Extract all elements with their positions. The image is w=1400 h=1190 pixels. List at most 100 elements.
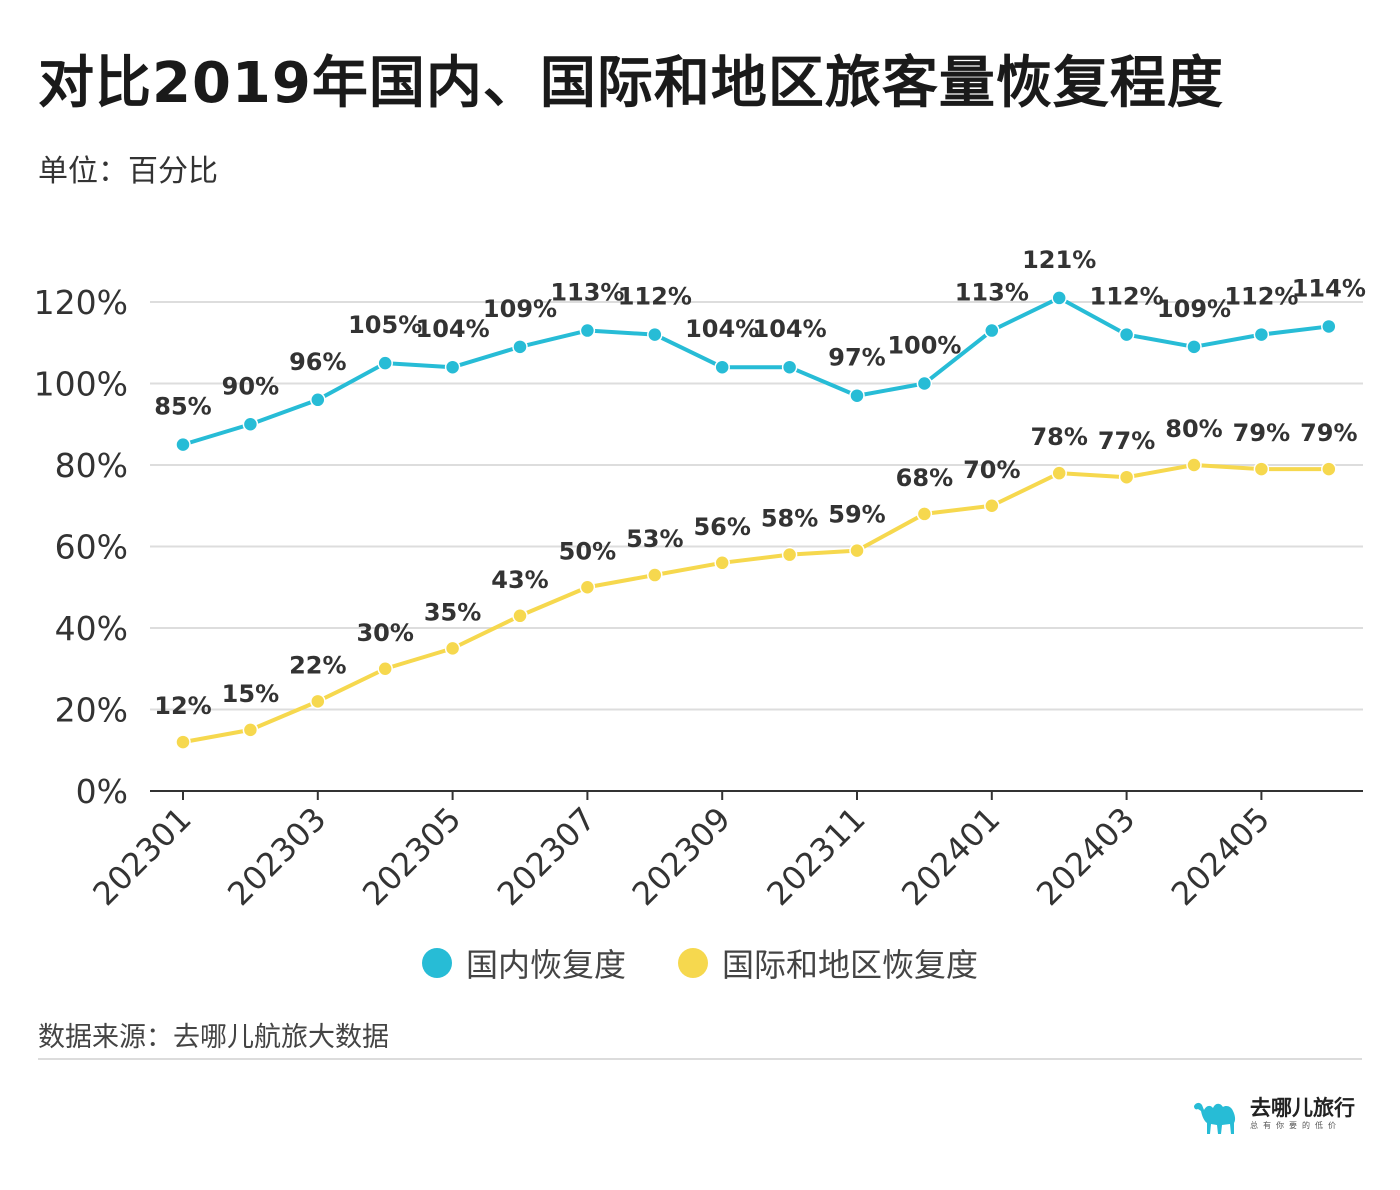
data-point [916, 506, 933, 522]
y-tick-label: 0% [76, 772, 128, 811]
data-label: 70% [963, 456, 1020, 484]
legend-item-domestic: 国内恢复度 [421, 940, 626, 986]
data-label: 22% [289, 651, 346, 679]
data-point [984, 498, 1000, 514]
data-point [781, 546, 798, 563]
data-point [579, 579, 596, 595]
data-point [377, 355, 393, 371]
legend-dot-international [678, 948, 708, 978]
data-point [175, 436, 191, 453]
data-label: 121% [1022, 246, 1096, 274]
brand-logo: 去哪儿旅行 总有你要的低价 [1192, 1096, 1355, 1136]
data-label: 112% [1224, 283, 1298, 311]
data-label: 58% [761, 505, 818, 533]
brand-slogan: 总有你要的低价 [1250, 1121, 1341, 1130]
data-label: 79% [1233, 419, 1290, 447]
legend: 国内恢复度 国际和地区恢复度 [0, 940, 1400, 986]
data-point [1253, 461, 1270, 477]
series-line-0 [182, 295, 1330, 447]
data-label: 12% [154, 692, 211, 720]
data-label: 109% [483, 295, 557, 323]
data-point [849, 542, 865, 559]
x-tick-label: 202311 [759, 800, 872, 913]
x-tick-label: 202305 [355, 800, 468, 913]
data-label: 78% [1030, 423, 1087, 451]
data-label: 96% [289, 348, 346, 376]
legend-item-international: 国际和地区恢复度 [678, 940, 978, 986]
divider [38, 1058, 1362, 1060]
data-label: 59% [828, 501, 885, 529]
data-point [1253, 326, 1270, 343]
y-axis-ticks: 0% 20% 40% 60% 80% 100% 120% [34, 283, 128, 811]
y-tick-label: 40% [55, 609, 128, 648]
series-line-1 [182, 463, 1329, 745]
data-label: 15% [222, 680, 279, 708]
data-point [444, 640, 461, 657]
data-point [647, 567, 663, 583]
data-label: 85% [154, 393, 211, 421]
data-point [916, 375, 933, 392]
data-label: 53% [626, 525, 683, 553]
data-point [175, 734, 191, 750]
brand-name: 去哪儿旅行 [1250, 1096, 1355, 1120]
data-point [1321, 318, 1337, 335]
data-label: 68% [896, 464, 953, 492]
data-point [310, 693, 326, 710]
data-point [1186, 339, 1202, 355]
data-labels: 85%90%96%105%104%109%113%112%104%104%97%… [154, 246, 1366, 720]
y-tick-label: 60% [55, 528, 128, 567]
data-point [849, 387, 865, 404]
data-label: 56% [693, 513, 750, 541]
data-label: 114% [1292, 274, 1366, 302]
data-label: 80% [1165, 415, 1222, 443]
data-label: 50% [559, 537, 616, 565]
legend-label-international: 国际和地区恢复度 [722, 946, 979, 984]
data-label: 79% [1300, 419, 1357, 447]
data-label: 112% [1090, 283, 1164, 311]
data-point [1051, 465, 1067, 481]
data-point [714, 359, 730, 375]
data-label: 113% [955, 279, 1029, 307]
data-point [444, 359, 461, 375]
data-point [1186, 457, 1202, 473]
x-tick-label: 202401 [894, 800, 1007, 913]
data-label: 100% [887, 332, 961, 360]
y-tick-label: 120% [34, 283, 128, 322]
data-label: 97% [828, 344, 885, 372]
data-point [377, 661, 393, 677]
data-point [781, 359, 798, 375]
data-point [1118, 326, 1135, 343]
x-tick-label: 202405 [1164, 800, 1277, 913]
data-point [1321, 461, 1337, 477]
data-label: 109% [1157, 295, 1231, 323]
y-tick-label: 20% [55, 691, 128, 730]
data-label: 104% [753, 315, 827, 343]
data-label: 77% [1098, 427, 1155, 455]
gridlines [150, 301, 1363, 711]
data-point [714, 555, 730, 571]
data-point [984, 322, 1000, 339]
data-point [647, 326, 663, 343]
x-tick-label: 202307 [490, 800, 603, 913]
x-tick-label: 202301 [85, 800, 198, 913]
data-point [242, 416, 259, 432]
data-label: 105% [348, 311, 422, 339]
x-tick-label: 202303 [220, 800, 333, 913]
series-group [175, 290, 1337, 750]
data-label: 35% [424, 598, 481, 626]
data-label: 112% [618, 283, 692, 311]
data-point [310, 392, 326, 408]
y-tick-label: 100% [34, 365, 128, 404]
data-label: 104% [416, 315, 490, 343]
x-tick-label: 202403 [1029, 800, 1142, 913]
data-point [1118, 469, 1135, 485]
data-label: 113% [550, 279, 624, 307]
data-point [579, 322, 596, 339]
data-point [512, 608, 528, 624]
data-source: 数据来源：去哪儿航旅大数据 [38, 1022, 389, 1053]
data-label: 43% [491, 566, 548, 594]
data-label: 90% [222, 372, 279, 400]
data-point [242, 722, 259, 738]
data-label: 104% [685, 315, 759, 343]
x-axis: 202301 202303 202305 202307 202309 202311 2024… [85, 790, 1363, 913]
